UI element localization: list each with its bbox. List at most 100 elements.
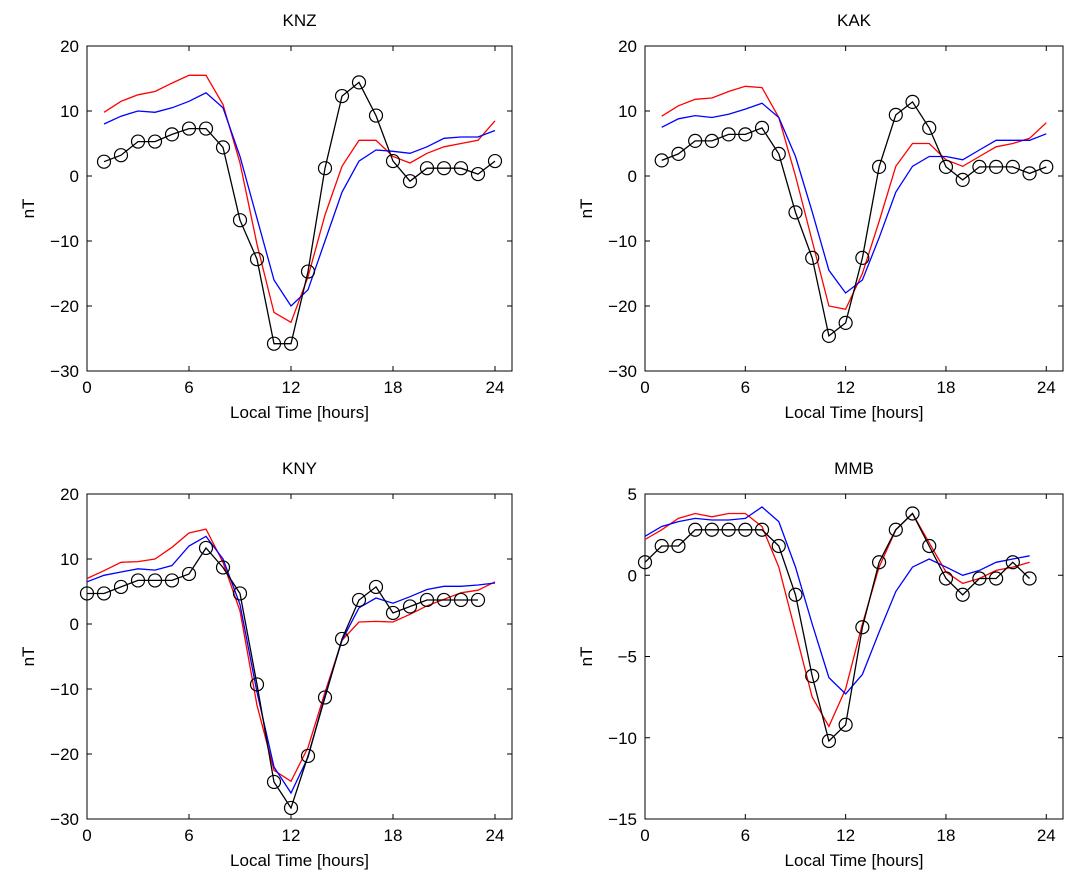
data-point-marker [905,94,920,110]
x-tick-label: 12 [282,378,301,397]
x-tick-label: 0 [82,826,91,845]
series-line [103,81,496,345]
data-point-marker [671,538,686,554]
data-point-marker [905,506,920,521]
y-tick-label: −5 [618,648,637,667]
y-tick-label: −10 [608,729,637,748]
data-point-marker [198,121,214,136]
y-tick-label: 0 [70,167,79,186]
series-line [661,100,1047,338]
data-point-marker [300,264,316,279]
data-point-marker [147,573,163,588]
data-point-marker [771,538,786,554]
x-axis-label: Local Time [hours] [230,851,369,870]
y-tick-label: 10 [618,102,637,121]
series-line [644,512,1030,728]
data-point-marker [215,140,231,155]
data-point-marker [300,748,316,764]
x-axis-label: Local Time [hours] [785,403,924,422]
x-tick-label: 0 [640,378,649,397]
data-point-marker [164,127,180,142]
data-point-marker [96,586,112,601]
x-tick-label: 6 [184,826,193,845]
data-point-marker [972,571,987,586]
chart-title: KAK [837,11,872,30]
data-point-marker [922,538,937,554]
data-point-marker [249,252,265,267]
x-tick-label: 18 [936,378,955,397]
chart-panel-0: KNZ 0 6 12 18 24 −30 −20 −10 0 10 20 Local Time [hou… [19,11,513,422]
data-point-marker [385,605,401,621]
data-point-marker [838,717,853,732]
data-point-marker [436,592,452,608]
x-tick-label: 24 [486,378,505,397]
y-tick-label: 0 [628,566,637,585]
chart-title: KNZ [283,11,317,30]
data-point-marker [453,161,469,176]
data-point-marker [266,336,282,351]
data-point-marker [688,133,703,148]
series-line [644,512,1031,743]
data-point-marker [1005,159,1020,174]
data-point-marker [938,571,954,586]
data-point-marker [989,571,1004,586]
data-point-marker [721,522,736,537]
data-point-marker [453,592,469,608]
data-point-marker [721,127,736,142]
data-point-marker [771,146,786,161]
data-point-marker [637,555,653,570]
y-tick-label: 20 [60,485,79,504]
y-tick-label: 0 [70,615,79,634]
data-point-marker [79,586,95,601]
data-point-marker [871,555,887,570]
data-point-marker [805,250,820,265]
y-tick-label: −30 [608,362,637,381]
data-point-marker [704,522,719,537]
data-point-marker [351,592,367,608]
data-point-marker [402,599,418,614]
data-point-marker [436,161,452,176]
y-axis-label: nT [577,199,596,219]
data-point-marker [334,88,350,104]
y-tick-label: −20 [50,297,79,316]
data-point-marker [419,592,435,608]
y-tick-label: −20 [608,297,637,316]
y-tick-label: 20 [60,37,79,56]
data-point-marker [805,668,820,684]
series-line [86,535,496,795]
data-point-marker [181,566,197,582]
y-tick-label: −30 [50,810,79,829]
data-point-marker [671,146,686,161]
plot-area-frame [86,45,513,372]
data-point-marker [972,159,987,174]
series-line [661,102,1047,294]
data-point-marker [232,586,248,601]
data-point-marker [487,153,503,169]
x-tick-label: 18 [936,826,955,845]
data-point-marker [922,120,937,136]
y-tick-label: −30 [50,362,79,381]
series-line [644,506,1030,695]
data-point-marker [788,587,803,602]
data-point-marker [249,677,265,692]
series-line [86,528,496,783]
data-point-marker [215,560,231,575]
data-point-marker [283,336,299,351]
y-tick-label: −10 [50,680,79,699]
x-axis-label: Local Time [hours] [785,851,924,870]
y-axis-label: nT [19,199,38,219]
data-point-marker [283,800,299,816]
data-point-marker [317,690,333,705]
data-point-marker [113,579,129,595]
chart-panel-2: KNY 0 6 12 18 24 −30 −20 −10 0 10 20 Local Time [hou… [19,459,513,870]
data-point-marker [821,733,837,749]
x-tick-label: 12 [836,826,855,845]
data-point-marker [688,522,703,537]
data-point-marker [821,328,837,343]
data-point-marker [164,573,180,588]
data-point-marker [1022,571,1037,586]
x-tick-label: 6 [741,826,750,845]
chart-panel-3: MMB 0 6 12 18 24 −15 −10 −5 0 5 Local Time [hours] n… [577,459,1064,870]
y-axis-label: nT [577,647,596,667]
data-point-marker [989,159,1004,174]
